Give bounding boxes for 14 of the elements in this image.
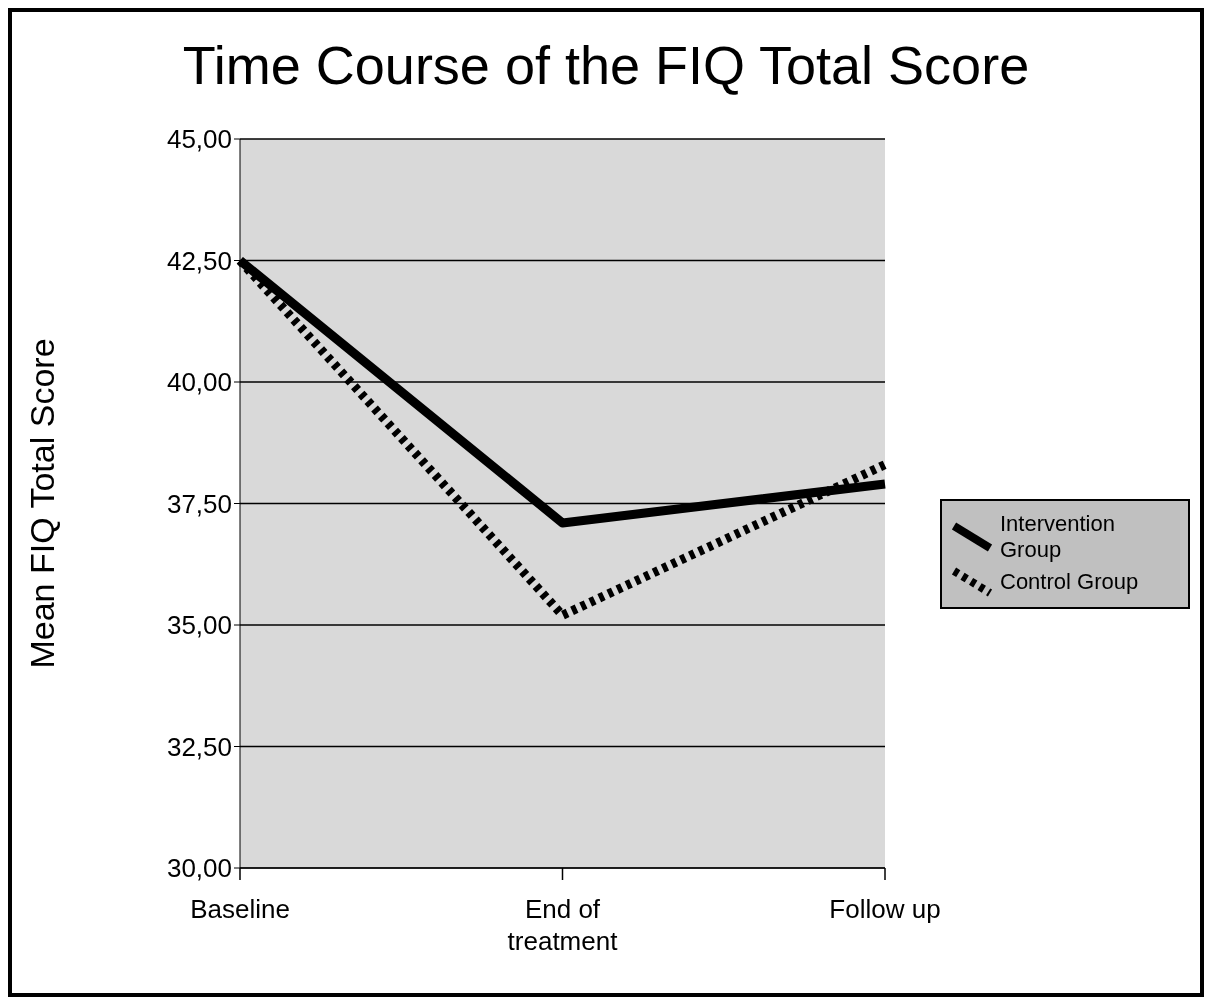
- y-tick-label: 45,00: [166, 124, 232, 155]
- x-tick-label: Baseline: [190, 894, 290, 924]
- y-tick-label: 37,50: [166, 488, 232, 519]
- x-tick-label: End of treatment: [507, 894, 619, 956]
- y-axis-title: Mean FIQ Total Score: [23, 338, 62, 669]
- y-tick-label: 32,50: [166, 731, 232, 762]
- chart-title: Time Course of the FIQ Total Score: [181, 34, 1031, 97]
- legend-label: Intervention Group: [1000, 510, 1116, 563]
- y-tick-label: 35,00: [166, 610, 232, 641]
- x-tick-label: Follow up: [829, 894, 941, 924]
- y-tick-label: 30,00: [166, 853, 232, 884]
- legend-label: Control Group: [1000, 568, 1140, 595]
- y-tick-label: 42,50: [166, 245, 232, 276]
- y-tick-label: 40,00: [166, 367, 232, 398]
